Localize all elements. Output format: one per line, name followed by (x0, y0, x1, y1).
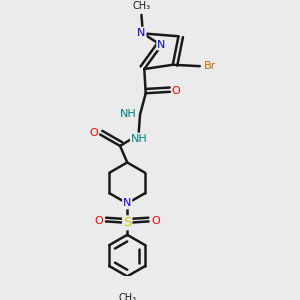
Text: O: O (94, 216, 103, 226)
Text: N: N (157, 40, 166, 50)
Text: N: N (137, 28, 146, 38)
Text: N: N (123, 199, 131, 208)
Text: O: O (89, 128, 98, 138)
Text: NH: NH (131, 134, 148, 143)
Text: CH₃: CH₃ (132, 2, 151, 11)
Text: Br: Br (204, 61, 216, 71)
Text: O: O (151, 216, 160, 226)
Text: O: O (172, 86, 181, 96)
Text: CH₃: CH₃ (118, 293, 136, 300)
Text: S: S (123, 216, 131, 229)
Text: NH: NH (120, 109, 137, 119)
